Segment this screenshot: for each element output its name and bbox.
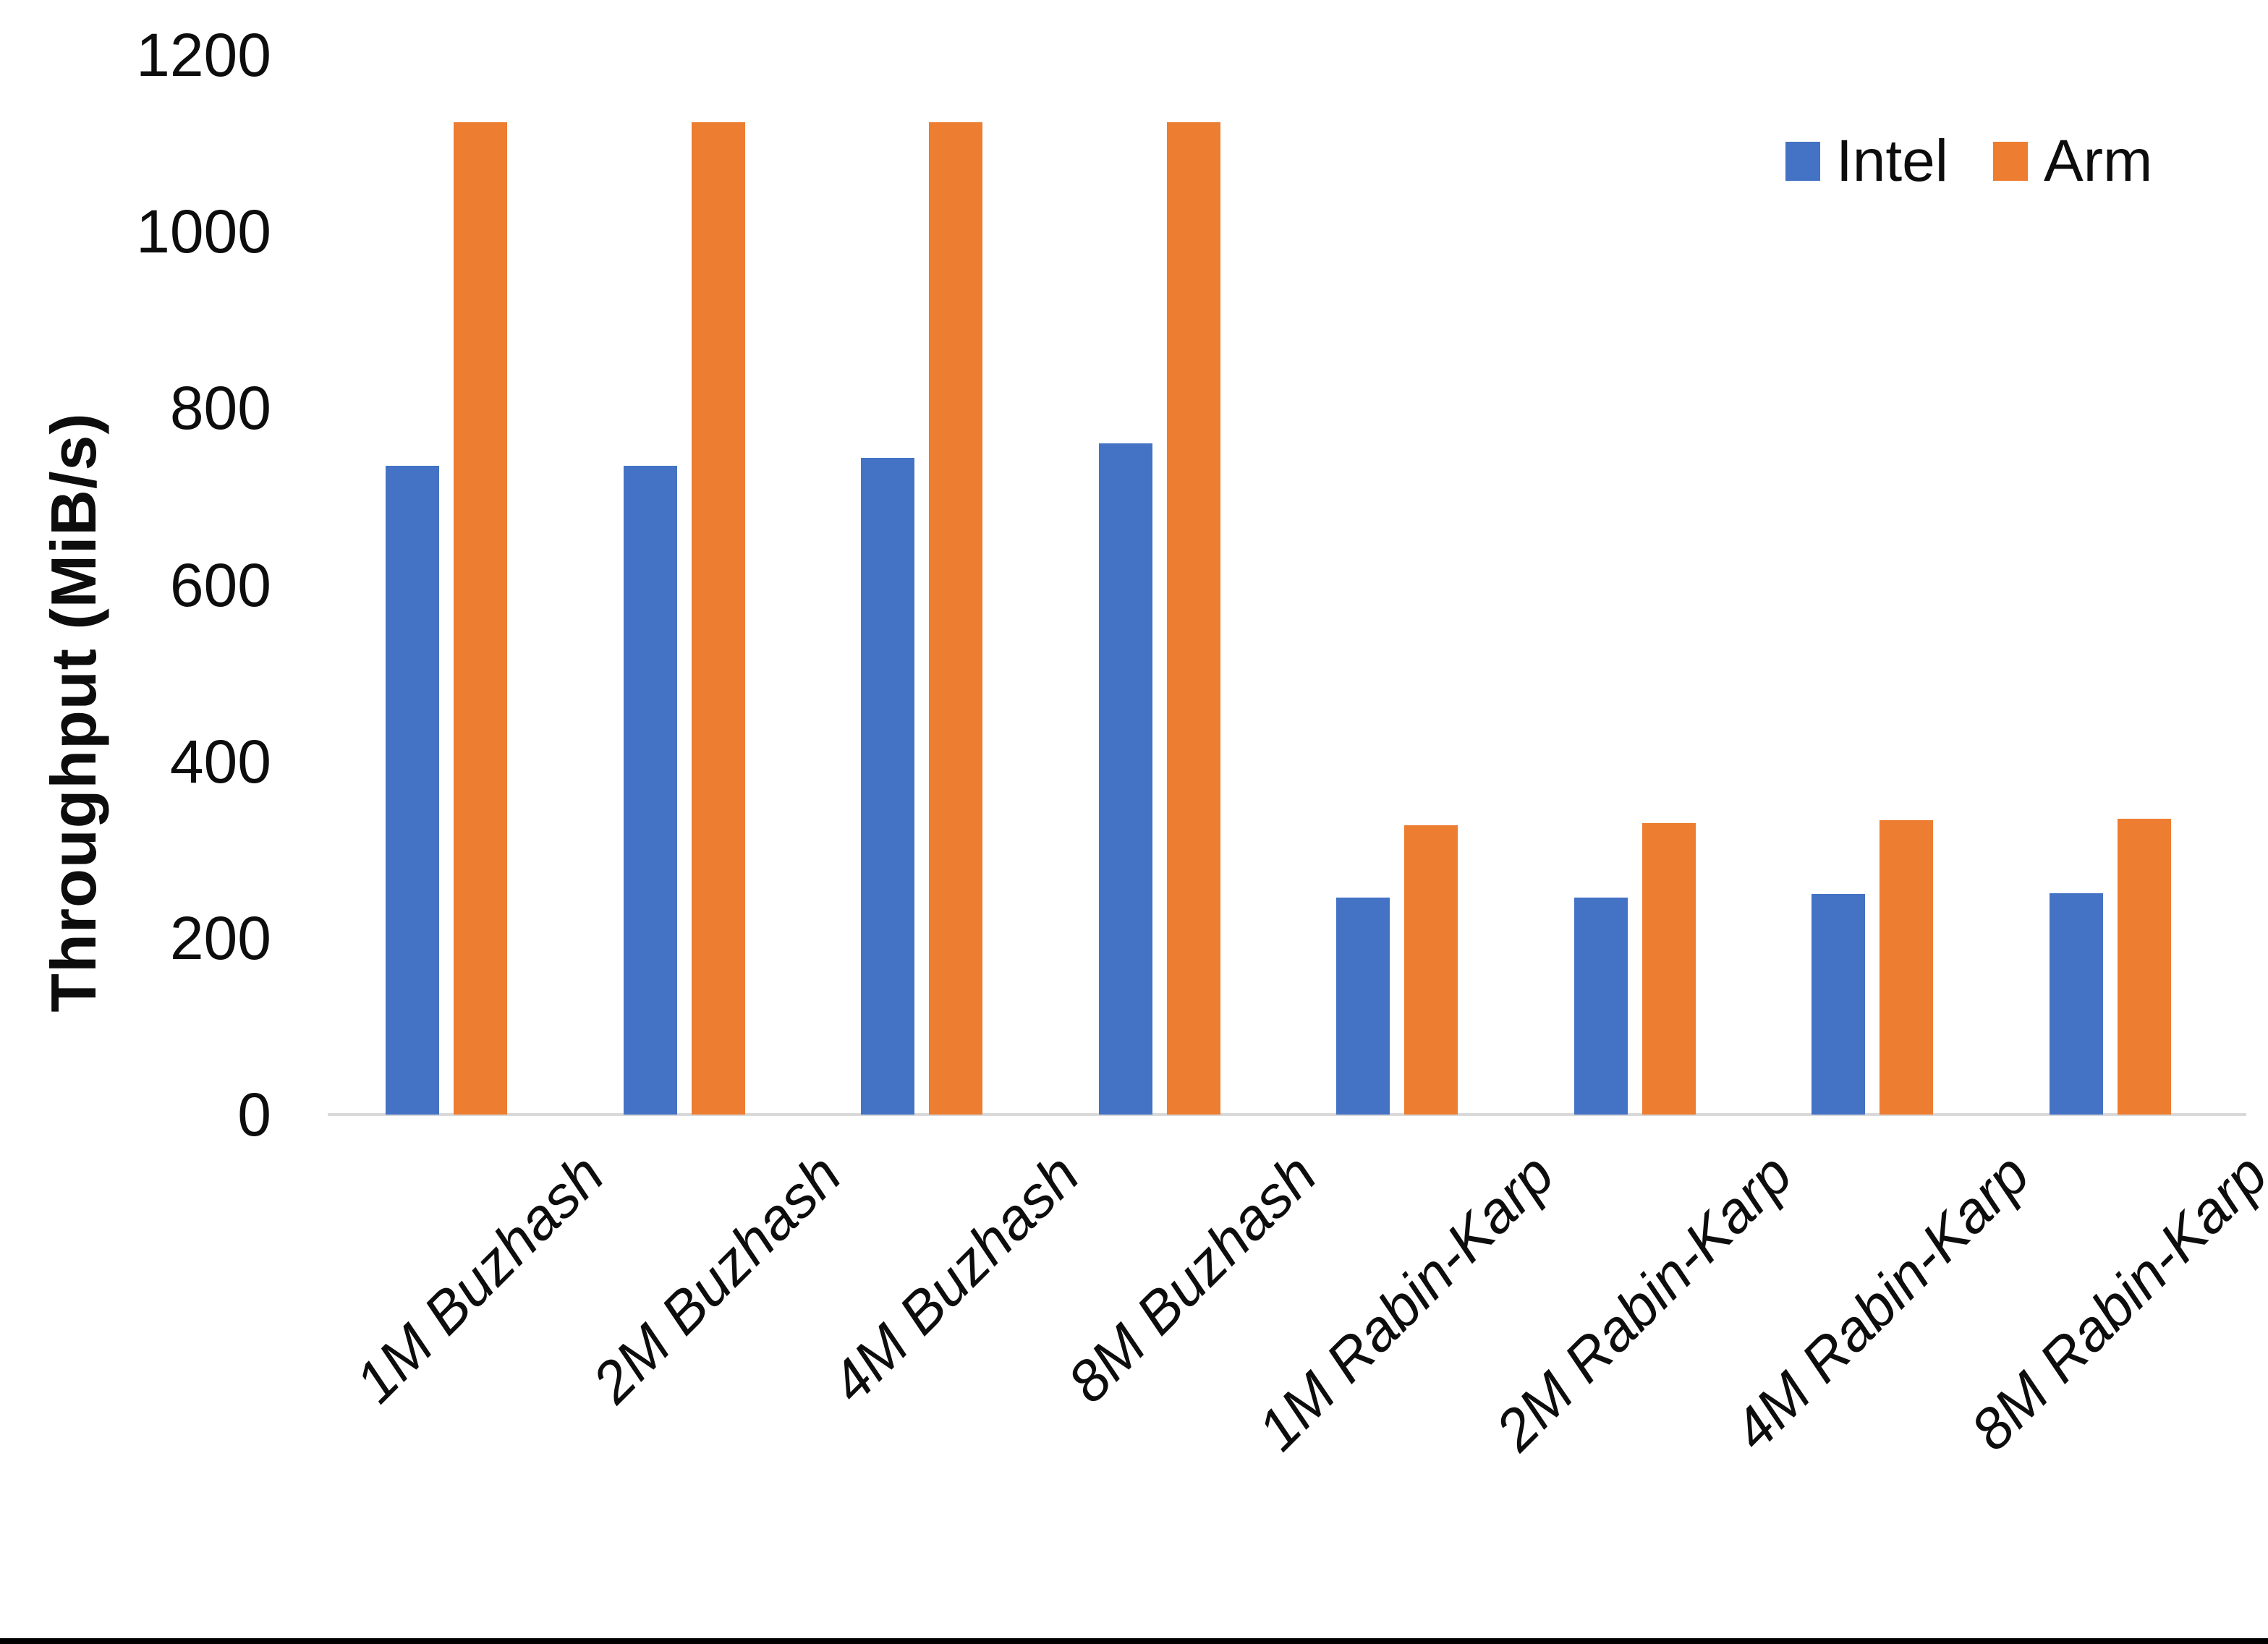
y-tick-label-400: 400 <box>169 727 271 796</box>
legend: Intel Arm <box>1785 132 2152 191</box>
bar-arm-8m-buzhash <box>1166 122 1220 1115</box>
legend-swatch-intel <box>1785 142 1820 181</box>
legend-swatch-arm <box>1993 142 2028 181</box>
legend-item-intel: Intel <box>1785 132 1948 191</box>
bar-intel-2m-buzhash <box>623 465 677 1115</box>
x-tick-label-4m-buzhash: 4M Buzhash <box>817 1141 1091 1415</box>
bar-arm-2m-buzhash <box>691 122 745 1115</box>
bar-arm-4m-rabin-karp <box>1880 820 1934 1115</box>
y-tick-label-800: 800 <box>169 374 271 443</box>
y-tick-label-0: 0 <box>237 1081 271 1149</box>
y-tick-label-1200: 1200 <box>136 21 271 89</box>
x-tick-label-2m-buzhash: 2M Buzhash <box>580 1141 854 1415</box>
bar-arm-4m-buzhash <box>929 122 983 1115</box>
x-tick-label-1m-buzhash: 1M Buzhash <box>342 1141 616 1415</box>
bar-intel-8m-buzhash <box>1098 443 1152 1115</box>
bar-arm-1m-rabin-karp <box>1404 825 1458 1115</box>
y-tick-label-1000: 1000 <box>136 197 271 266</box>
x-axis-line <box>328 1113 2246 1116</box>
bar-intel-2m-rabin-karp <box>1573 897 1628 1115</box>
y-tick-label-200: 200 <box>169 903 271 972</box>
legend-label-arm: Arm <box>2044 128 2153 194</box>
legend-label-intel: Intel <box>1836 128 1948 194</box>
y-tick-label-600: 600 <box>169 550 271 619</box>
bar-intel-4m-buzhash <box>861 457 915 1115</box>
bar-intel-1m-buzhash <box>386 465 440 1115</box>
bar-arm-1m-buzhash <box>454 122 508 1115</box>
bar-intel-8m-rabin-karp <box>2049 893 2103 1115</box>
bar-arm-8m-rabin-karp <box>2117 819 2171 1115</box>
bar-arm-2m-rabin-karp <box>1641 823 1696 1115</box>
bottom-border <box>0 1638 2268 1644</box>
bar-intel-1m-rabin-karp <box>1336 897 1390 1115</box>
legend-item-arm: Arm <box>1993 132 2152 191</box>
bar-intel-4m-rabin-karp <box>1812 893 1866 1115</box>
